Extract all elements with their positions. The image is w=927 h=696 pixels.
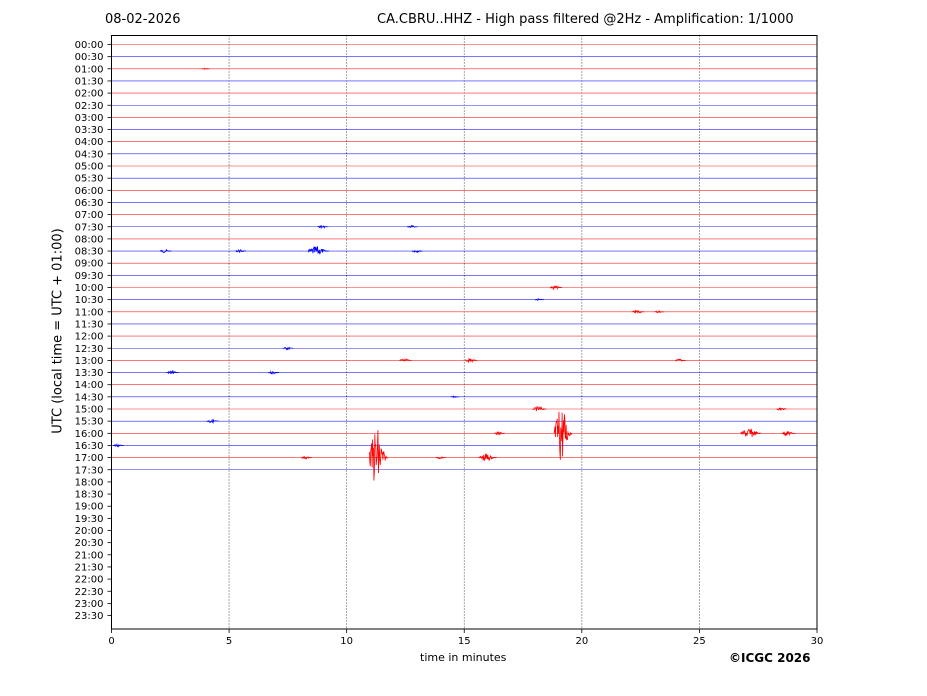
y-tick-label: 16:30 xyxy=(75,441,104,452)
plot-frame xyxy=(111,35,818,630)
y-tick-label: 13:00 xyxy=(75,356,104,367)
y-tick-label: 08:00 xyxy=(75,234,104,245)
y-tick-label: 05:00 xyxy=(75,162,104,173)
y-tick-label: 15:00 xyxy=(75,405,104,416)
seismic-event xyxy=(268,370,280,375)
seismic-event xyxy=(235,248,247,253)
y-tick-label: 02:30 xyxy=(75,101,104,112)
y-tick-label: 20:00 xyxy=(75,526,104,537)
seismic-events xyxy=(113,67,796,481)
seismic-event xyxy=(317,224,329,230)
y-tick-label: 06:30 xyxy=(75,198,104,209)
seismic-event xyxy=(159,248,172,254)
seismic-event xyxy=(632,309,645,314)
copyright-label: ©ICGC 2026 xyxy=(729,651,811,665)
y-tick-label: 17:30 xyxy=(75,465,104,476)
y-tick-label: 09:30 xyxy=(75,271,104,282)
chart-title: CA.CBRU..HHZ - High pass filtered @2Hz -… xyxy=(377,12,794,27)
y-tick-label: 12:30 xyxy=(75,344,104,355)
seismic-event xyxy=(478,453,497,462)
y-tick-label: 13:30 xyxy=(75,368,104,379)
y-tick-label: 15:30 xyxy=(75,417,104,428)
x-tick-label: 25 xyxy=(693,636,706,647)
y-tick-label: 19:00 xyxy=(75,502,104,513)
seismic-event xyxy=(450,395,460,399)
seismic-event xyxy=(435,456,446,460)
seismic-event xyxy=(406,225,418,229)
y-tick-label: 01:00 xyxy=(75,64,104,75)
seismic-event xyxy=(166,369,179,375)
y-tick-label: 12:00 xyxy=(75,332,104,343)
seismic-event xyxy=(201,67,210,70)
x-tick-label: 5 xyxy=(226,636,232,647)
y-tick-label: 21:00 xyxy=(75,550,104,561)
y-tick-label: 11:00 xyxy=(75,307,104,318)
y-tick-label: 03:30 xyxy=(75,125,104,136)
seismic-event xyxy=(654,310,665,314)
seismic-event xyxy=(399,357,412,362)
trace-lines xyxy=(111,44,817,471)
y-tick-label: 11:30 xyxy=(75,319,104,330)
y-tick-label: 23:30 xyxy=(75,611,104,622)
y-tick-label: 19:30 xyxy=(75,514,104,525)
y-tick-label: 18:00 xyxy=(75,477,104,488)
y-tick-label: 08:30 xyxy=(75,247,104,258)
seismic-event xyxy=(465,357,478,364)
x-tick-label: 20 xyxy=(575,636,588,647)
y-tick-label: 18:30 xyxy=(75,490,104,501)
y-tick-label: 00:00 xyxy=(75,40,104,51)
y-tick-label: 20:30 xyxy=(75,538,104,549)
x-tick-label: 15 xyxy=(458,636,471,647)
y-tick-label: 23:00 xyxy=(75,599,104,610)
y-tick-label: 05:30 xyxy=(75,174,104,185)
y-tick-label: 10:00 xyxy=(75,283,104,294)
seismic-event xyxy=(282,346,294,351)
y-tick-label: 01:30 xyxy=(75,76,104,87)
seismic-event xyxy=(113,442,124,448)
seismic-event xyxy=(549,284,563,291)
y-tick-label: 07:30 xyxy=(75,222,104,233)
y-tick-label: 04:00 xyxy=(75,137,104,148)
grid-lines xyxy=(228,35,700,629)
y-tick-label: 00:30 xyxy=(75,52,104,63)
x-tick-label: 0 xyxy=(108,636,114,647)
y-tick-label: 17:00 xyxy=(75,453,104,464)
y-tick-label: 14:30 xyxy=(75,392,104,403)
y-tick-label: 21:30 xyxy=(75,562,104,573)
x-ticks: 0 5 10 15 20 25 30 xyxy=(108,629,823,647)
seismic-event xyxy=(534,298,545,301)
seismic-event xyxy=(411,250,423,254)
y-tick-label: 06:00 xyxy=(75,186,104,197)
seismic-event xyxy=(553,411,573,460)
x-axis-label: time in minutes xyxy=(420,651,507,664)
y-tick-label: 09:00 xyxy=(75,259,104,270)
y-tick-label: 10:30 xyxy=(75,295,104,306)
seismic-event xyxy=(307,246,330,255)
y-tick-label: 03:00 xyxy=(75,113,104,124)
x-tick-label: 10 xyxy=(340,636,353,647)
seismic-event xyxy=(206,418,219,424)
y-tick-label: 22:30 xyxy=(75,587,104,598)
y-tick-label: 07:00 xyxy=(75,210,104,221)
seismic-event xyxy=(740,428,762,437)
seismic-event xyxy=(675,358,686,362)
y-tick-label: 02:00 xyxy=(75,89,104,100)
x-tick-label: 30 xyxy=(811,636,824,647)
y-tick-label: 04:30 xyxy=(75,149,104,160)
seismic-event xyxy=(301,455,312,460)
date-label: 08-02-2026 xyxy=(105,12,181,27)
y-tick-label: 16:00 xyxy=(75,429,104,440)
seismic-event xyxy=(776,407,788,412)
seismic-event xyxy=(532,406,547,412)
seismic-event xyxy=(781,430,796,437)
seismic-event xyxy=(369,430,388,481)
y-tick-label: 22:00 xyxy=(75,575,104,586)
y-tick-label: 14:00 xyxy=(75,380,104,391)
seismic-event xyxy=(493,431,505,436)
